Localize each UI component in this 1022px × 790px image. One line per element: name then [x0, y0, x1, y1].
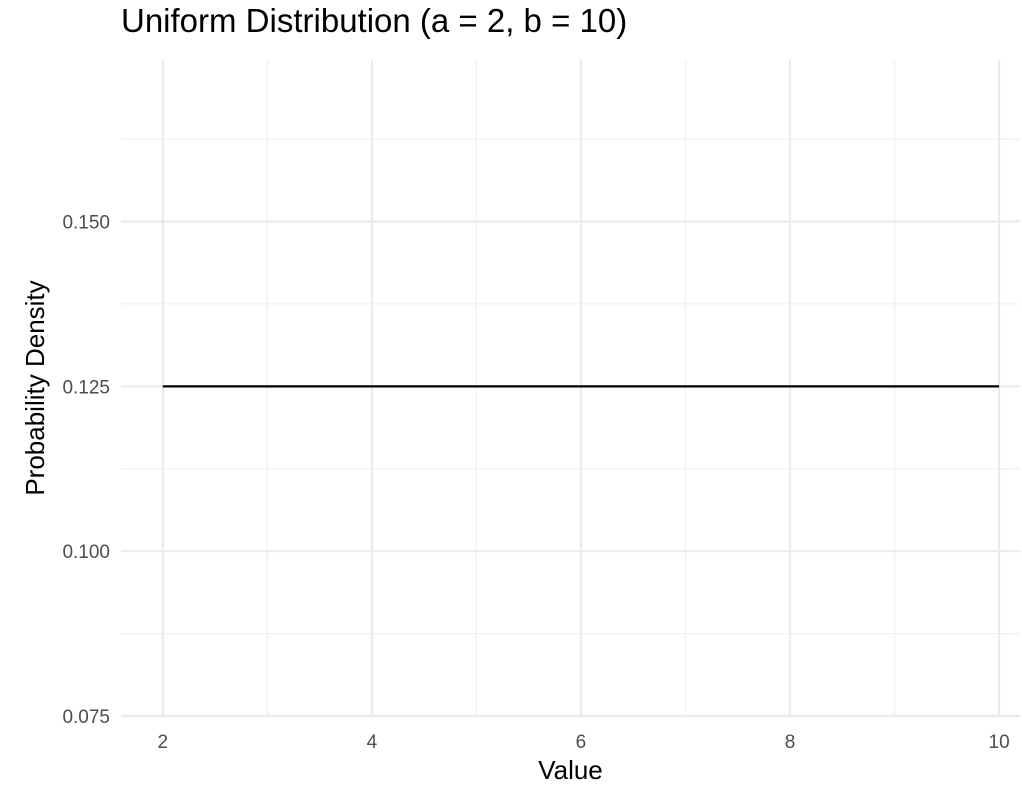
x-axis-title: Value: [538, 755, 603, 785]
chart-title: Uniform Distribution (a = 2, b = 10): [121, 2, 628, 39]
x-tick-label: 2: [158, 732, 169, 753]
x-tick-label: 4: [367, 732, 378, 753]
y-tick-label: 0.150: [62, 213, 110, 234]
y-tick-label: 0.100: [62, 542, 110, 563]
y-tick-label: 0.075: [62, 707, 110, 728]
x-tick-label: 8: [785, 732, 796, 753]
x-tick-label: 6: [576, 732, 587, 753]
x-tick-label: 10: [989, 732, 1010, 753]
y-axis-title: Probability Density: [20, 280, 50, 495]
y-tick-label: 0.125: [62, 377, 110, 398]
